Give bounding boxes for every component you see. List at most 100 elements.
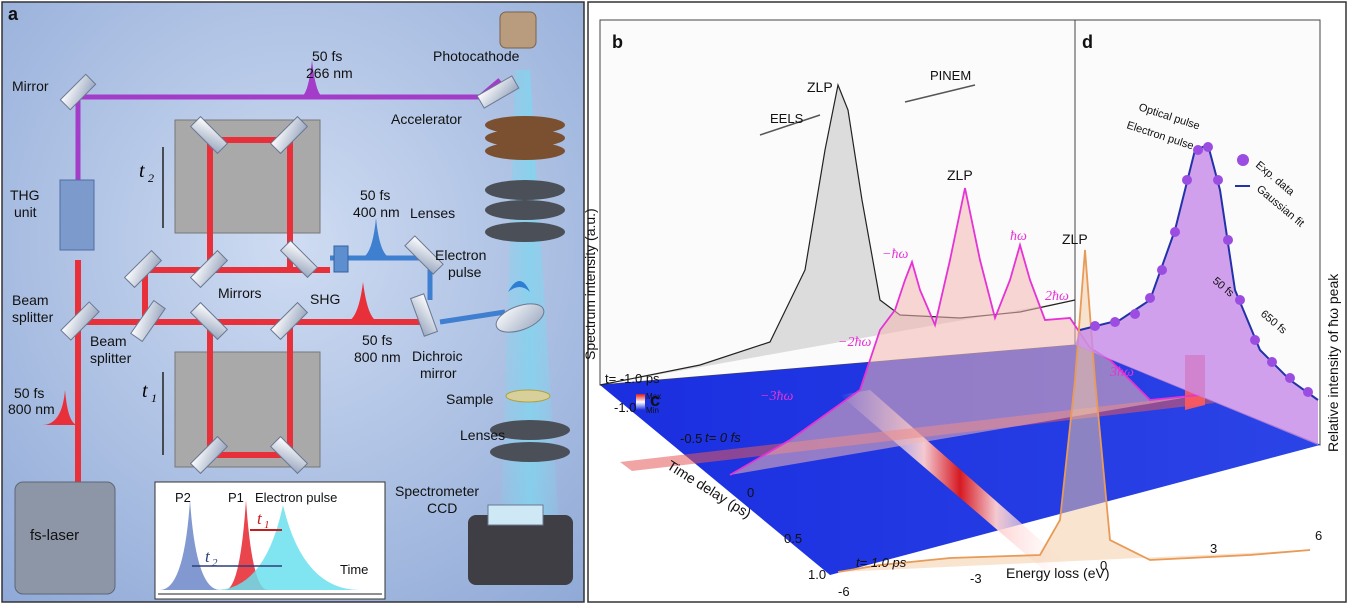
- t1-sub: 1: [151, 391, 157, 405]
- eels-label: EELS: [770, 111, 804, 126]
- energy-tick-3: 0: [1100, 558, 1107, 573]
- mirrors-label: Mirrors: [218, 285, 262, 301]
- colorbar: [636, 394, 645, 410]
- orange-spectrum: [837, 249, 1311, 573]
- fs-laser-box: [14, 481, 116, 595]
- zlp-pink-label: ZLP: [947, 167, 973, 183]
- zlp-gray-label: ZLP: [807, 79, 833, 95]
- pulse-800-left-nm: 800 nm: [8, 401, 55, 417]
- ccd-chip: [487, 504, 544, 526]
- panel-a-letter: a: [8, 4, 19, 24]
- panel-a: a: [1, 1, 585, 603]
- t2-label: t: [139, 160, 145, 182]
- three-hw-label: 3ħω: [1109, 365, 1134, 380]
- time-tick-3: 0: [747, 485, 754, 500]
- time-tick-4: 0.5: [784, 531, 802, 546]
- pulse-400-nm: 400 nm: [353, 204, 400, 220]
- pinem-label: PINEM: [930, 68, 971, 83]
- thg-label-2: unit: [14, 204, 37, 220]
- inset-time-label: Time: [340, 562, 368, 577]
- inset-p1-pulse: [225, 500, 268, 590]
- dichroic-label-2: mirror: [420, 365, 457, 381]
- shg-label: SHG: [310, 291, 340, 307]
- mirror-set: [59, 73, 545, 475]
- pinem-arrow: [904, 84, 976, 103]
- two-hw-label: 2ħω: [1045, 289, 1069, 304]
- accelerator-label: Accelerator: [391, 111, 462, 127]
- panel-d-letter: d: [1082, 32, 1093, 52]
- time-tick-2: -0.5: [680, 431, 702, 446]
- beam-splitter-2-line-2: splitter: [90, 350, 132, 366]
- spectrometer-shape: [468, 515, 573, 585]
- inset-p1-label: P1: [228, 490, 244, 505]
- pulse-800-mid-fs: 50 fs: [362, 332, 392, 348]
- hw-label: ħω: [1010, 229, 1027, 244]
- t-minus-label: t= -1.0 ps: [605, 371, 660, 386]
- inset-electron-label: Electron pulse: [255, 490, 337, 505]
- pulse-266-nm: 266 nm: [306, 65, 353, 81]
- inset-electron-pulse: [215, 505, 360, 590]
- lenses-top-shape: [485, 180, 565, 242]
- uv-pulse-shape: [300, 60, 324, 97]
- inset-p2-pulse: [160, 500, 220, 590]
- accelerator-rings: [485, 116, 565, 160]
- spectrometer-label-1: Spectrometer: [395, 483, 479, 499]
- beam-splitter-1-line-2: splitter: [12, 309, 54, 325]
- panel-bcd: b c d EELS PINEM ZLP ZLP ZLP −ħω ħω 2ħω …: [582, 1, 1347, 603]
- mirror-label: Mirror: [12, 78, 49, 94]
- dichroic-label-1: Dichroic: [412, 348, 463, 364]
- electron-pulse-shape: [508, 281, 530, 292]
- delay-stage-top: [174, 119, 321, 234]
- spectrometer-label-2: CCD: [427, 500, 457, 516]
- colorbar-min: Min: [646, 406, 659, 415]
- pulse-400-fs: 50 fs: [360, 187, 390, 203]
- lenses-bottom-label: Lenses: [460, 427, 505, 443]
- fs-laser-label: fs-laser: [30, 527, 79, 544]
- minus-three-hw-label: −3ħω: [760, 389, 793, 404]
- sample-shape: [505, 389, 551, 403]
- energy-tick-4: 3: [1210, 541, 1217, 556]
- colorbar-max: Max: [646, 392, 661, 401]
- minus-two-hw-label: −2ħω: [838, 335, 871, 350]
- beam-splitter-2-line-1: Beam: [90, 333, 127, 349]
- beam-splitter-1-line-1: Beam: [12, 292, 49, 308]
- red-pulse-mid-shape: [345, 282, 380, 322]
- t2-sub: 2: [148, 171, 154, 185]
- t-zero-label: t= 0 fs: [705, 430, 741, 445]
- eels-arrow: [759, 114, 821, 136]
- minus-hw-label: −ħω: [882, 247, 908, 262]
- inset-t2: t: [205, 547, 211, 566]
- thg-unit-box: [59, 179, 95, 251]
- energy-tick-5: 6: [1315, 528, 1322, 543]
- energy-axis-label: Energy loss (eV): [1006, 565, 1109, 581]
- spectrum-intensity-label: Spectrum intensity (a.u.): [582, 208, 598, 360]
- time-tick-1: -1.0: [614, 400, 636, 415]
- thg-label-1: THG: [10, 187, 40, 203]
- pulse-800-left-fs: 50 fs: [14, 385, 44, 401]
- electron-pulse-label-2: pulse: [448, 264, 482, 280]
- panel-c-letter: c: [650, 390, 660, 410]
- panel-d-fill: [1075, 145, 1318, 445]
- inset-t2-sub: 2: [212, 557, 218, 569]
- delay-stage-bottom: [174, 351, 321, 468]
- relative-intensity-label: Relative intensity of ħω peak: [1325, 273, 1341, 452]
- time-tick-5: 1.0: [808, 567, 826, 582]
- shg-crystal: [333, 245, 349, 273]
- inset-t1: t: [257, 509, 263, 528]
- t-plus-label: t= 1.0 ps: [856, 555, 907, 570]
- zlp-orange-label: ZLP: [1062, 231, 1088, 247]
- panel-b-letter: b: [612, 32, 623, 52]
- energy-tick-2: -3: [970, 571, 982, 586]
- energy-tick-1: -6: [838, 584, 850, 599]
- photocathode-shape: [499, 11, 537, 49]
- lenses-top-label: Lenses: [410, 205, 455, 221]
- pulse-266-fs: 50 fs: [312, 48, 342, 64]
- sample-label: Sample: [446, 391, 494, 407]
- inset-t1-sub: 1: [264, 519, 270, 531]
- blue-pulse-shape: [360, 218, 392, 258]
- pulse-800-mid-nm: 800 nm: [354, 349, 401, 365]
- legend-exp-marker: [1237, 154, 1249, 166]
- photocathode-label: Photocathode: [433, 48, 520, 64]
- red-pulse-left-shape: [42, 390, 78, 425]
